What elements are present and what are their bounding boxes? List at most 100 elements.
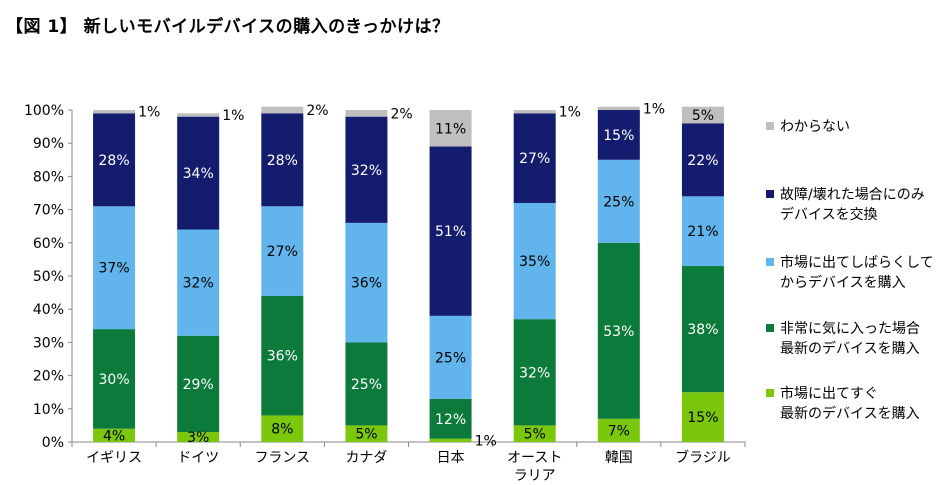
y-tick-label: 0% xyxy=(42,435,64,451)
bar-segment xyxy=(597,159,640,243)
bar-segment xyxy=(597,106,640,110)
bar-segment xyxy=(681,123,724,197)
data-label: 2% xyxy=(306,103,328,119)
y-tick-label: 100% xyxy=(24,103,64,119)
y-tick-label: 70% xyxy=(33,203,64,219)
bar-segment xyxy=(345,425,388,442)
data-label: 25% xyxy=(603,194,634,210)
data-label: 27% xyxy=(267,244,298,260)
legend-label: わからない xyxy=(780,119,850,135)
bar-segment xyxy=(93,329,136,429)
bar-segment xyxy=(597,418,640,442)
bar-segment xyxy=(429,110,472,147)
bar-segment xyxy=(681,392,724,442)
bar-segment xyxy=(597,110,640,160)
data-label: 38% xyxy=(687,322,718,338)
data-label: 15% xyxy=(603,128,634,144)
chart-title: 【図 1】 新しいモバイルデバイスの購入のきっかけは？ xyxy=(6,17,450,37)
bar-segment xyxy=(345,342,388,426)
data-label: 7% xyxy=(608,423,630,439)
y-tick-label: 30% xyxy=(33,335,64,351)
bar-segment xyxy=(261,106,304,114)
bar-segment xyxy=(177,229,220,336)
data-label: 30% xyxy=(99,372,130,388)
y-tick-label: 50% xyxy=(33,269,64,285)
bar-segment xyxy=(261,295,304,416)
data-label: 28% xyxy=(267,153,298,169)
bar-layer xyxy=(93,106,724,442)
bar-segment xyxy=(429,146,472,316)
x-tick-label: オースト xyxy=(507,450,562,466)
data-label: 28% xyxy=(99,153,130,169)
y-tick-label: 90% xyxy=(33,136,64,152)
bar-segment xyxy=(345,110,388,117)
bar-segment xyxy=(93,110,136,114)
bar-segment xyxy=(177,432,220,442)
legend-swatch xyxy=(766,258,774,266)
bar-segment xyxy=(261,415,304,442)
legend-swatch xyxy=(766,122,774,130)
bar-segment xyxy=(513,425,556,442)
bar-segment xyxy=(345,116,388,223)
bar-segment xyxy=(177,335,220,433)
data-label: 36% xyxy=(267,349,298,365)
bar-segment xyxy=(681,196,724,267)
data-label: 2% xyxy=(390,106,412,122)
data-label: 15% xyxy=(687,410,718,426)
data-label: 32% xyxy=(183,276,214,292)
y-tick-label: 60% xyxy=(33,236,64,252)
legend-label: 最新のデバイスを購入 xyxy=(780,340,920,357)
data-label: 1% xyxy=(138,105,160,121)
legend-swatch xyxy=(766,389,774,397)
bar-segment xyxy=(513,110,556,114)
bar-segment xyxy=(513,319,556,426)
data-label: 29% xyxy=(183,377,214,393)
data-label: 51% xyxy=(435,224,466,240)
data-label: 21% xyxy=(687,224,718,240)
x-tick-label: 韓国 xyxy=(605,450,633,466)
data-label: 5% xyxy=(692,108,714,124)
data-label: 8% xyxy=(271,422,293,438)
legend: わからない故障/壊れた場合にのみデバイスを交換市場に出てしばらくしてからデバイス… xyxy=(766,119,934,422)
data-label: 22% xyxy=(687,153,718,169)
axis-layer: 0% 10% 20% 30% 40% 50% 60% 70% 80% 90% 100% イギリス ドイツ… xyxy=(24,103,746,484)
legend-label: 非常に気に入った場合 xyxy=(780,321,920,337)
data-label: 35% xyxy=(519,254,550,270)
bar-segment xyxy=(93,428,136,442)
legend-label: 最新のデバイスを購入 xyxy=(780,405,920,422)
data-label: 25% xyxy=(351,377,382,393)
data-label: 53% xyxy=(603,324,634,340)
data-label: 34% xyxy=(183,166,214,182)
data-label: 37% xyxy=(99,261,130,277)
bar-segment xyxy=(597,242,640,419)
bar-segment xyxy=(345,222,388,343)
y-tick-label: 10% xyxy=(33,402,64,418)
data-label: 25% xyxy=(435,350,466,366)
legend-swatch xyxy=(766,190,774,198)
bar-segment xyxy=(177,116,220,230)
bar-segment xyxy=(429,438,472,442)
legend-label: 故障/壊れた場合にのみ xyxy=(780,187,925,203)
data-label: 5% xyxy=(355,427,377,443)
data-label: 1% xyxy=(475,433,497,449)
bar-segment xyxy=(429,398,472,439)
bar-segment xyxy=(93,206,136,330)
data-label: 5% xyxy=(524,427,546,443)
legend-label: 市場に出てしばらくして xyxy=(780,254,934,271)
data-label: 1% xyxy=(559,105,581,121)
legend-label: 市場に出てすぐ xyxy=(780,385,878,402)
legend-label: からデバイスを購入 xyxy=(780,274,906,291)
x-tick-label: ブラジル xyxy=(675,449,731,466)
data-label: 36% xyxy=(351,276,382,292)
x-tick-label: イギリス xyxy=(86,450,142,466)
bar-segment xyxy=(513,202,556,320)
y-tick-label: 80% xyxy=(33,169,64,185)
bar-segment xyxy=(681,106,724,124)
data-label: 1% xyxy=(643,101,665,117)
bar-segment xyxy=(93,113,136,207)
bar-segment xyxy=(177,113,220,117)
y-tick-label: 20% xyxy=(33,369,64,385)
legend-label: デバイスを交換 xyxy=(780,206,878,223)
x-tick-label: カナダ xyxy=(345,450,387,466)
